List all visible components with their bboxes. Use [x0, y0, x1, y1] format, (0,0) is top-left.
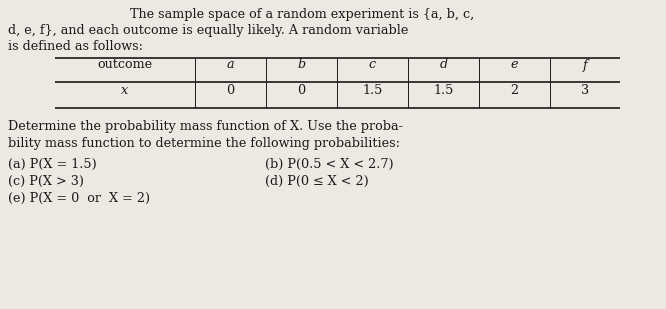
- Text: c: c: [369, 58, 376, 71]
- Text: 3: 3: [581, 83, 589, 96]
- Text: x: x: [121, 83, 129, 96]
- Text: 1.5: 1.5: [434, 83, 454, 96]
- Text: (d) P(0 ≤ X < 2): (d) P(0 ≤ X < 2): [265, 175, 369, 188]
- Text: 2: 2: [510, 83, 519, 96]
- Text: The sample space of a random experiment is {a, b, c,: The sample space of a random experiment …: [130, 8, 474, 21]
- Text: is defined as follows:: is defined as follows:: [8, 40, 143, 53]
- Text: a: a: [226, 58, 234, 71]
- Text: bility mass function to determine the following probabilities:: bility mass function to determine the fo…: [8, 137, 400, 150]
- Text: (c) P(X > 3): (c) P(X > 3): [8, 175, 84, 188]
- Text: Determine the probability mass function of X. Use the proba-: Determine the probability mass function …: [8, 120, 403, 133]
- Text: 1.5: 1.5: [362, 83, 383, 96]
- Text: f: f: [583, 58, 588, 71]
- Text: outcome: outcome: [97, 58, 153, 71]
- Text: (e) P(X = 0  or  X = 2): (e) P(X = 0 or X = 2): [8, 192, 150, 205]
- Text: 0: 0: [298, 83, 306, 96]
- Text: d: d: [440, 58, 448, 71]
- Text: b: b: [298, 58, 306, 71]
- Text: 0: 0: [226, 83, 234, 96]
- Text: (a) P(X = 1.5): (a) P(X = 1.5): [8, 158, 97, 171]
- Text: e: e: [511, 58, 518, 71]
- Text: (b) P(0.5 < X < 2.7): (b) P(0.5 < X < 2.7): [265, 158, 394, 171]
- Text: d, e, f}, and each outcome is equally likely. A random variable: d, e, f}, and each outcome is equally li…: [8, 24, 408, 37]
